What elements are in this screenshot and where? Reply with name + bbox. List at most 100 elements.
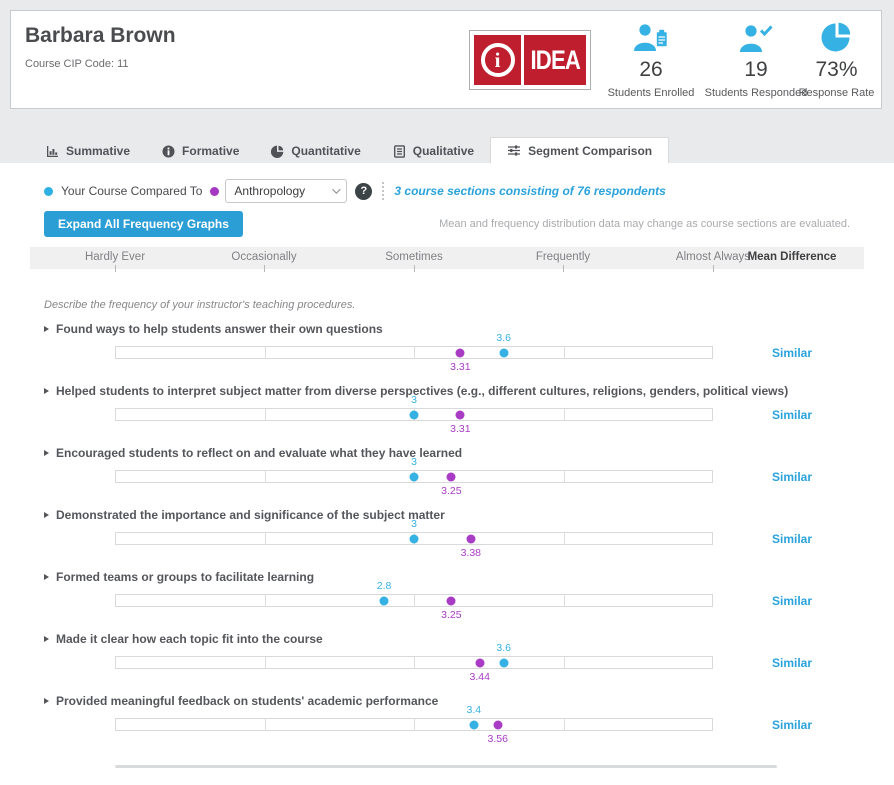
row-title-text: Provided meaningful feedback on students… <box>56 693 439 708</box>
mean-difference-value: Similar <box>771 407 813 422</box>
dot-plot-track-zone: 3.4 3.56 <box>115 704 713 745</box>
help-icon[interactable]: ? <box>355 182 373 200</box>
track-divider <box>563 718 565 731</box>
your-course-dot <box>499 348 509 357</box>
comparison-value: 3.38 <box>460 547 482 559</box>
mean-difference-value: Similar <box>771 655 813 670</box>
idea-logo-letter: i <box>494 47 501 72</box>
track-divider <box>414 346 415 359</box>
your-course-value: 3 <box>411 456 417 468</box>
idea-logo-wordmark: IDEA <box>530 44 580 75</box>
tab-summative[interactable]: Summative <box>30 139 146 163</box>
mean-difference-value: Similar <box>771 593 813 608</box>
response-rate-value: 73% <box>815 58 858 81</box>
question-title[interactable]: Demonstrated the importance and signific… <box>44 507 864 522</box>
tab-label: Segment Comparison <box>528 143 653 158</box>
your-course-value: 2.8 <box>376 580 392 592</box>
tab-segment-comparison[interactable]: Segment Comparison <box>490 137 670 163</box>
comparison-value: 3.31 <box>450 361 471 373</box>
question-row: Provided meaningful feedback on students… <box>30 689 864 751</box>
expand-all-frequency-graphs-button[interactable]: Expand All Frequency Graphs <box>44 211 243 237</box>
row-title-text: Demonstrated the importance and signific… <box>56 507 445 522</box>
horizontal-scrollbar[interactable] <box>115 765 777 768</box>
question-title[interactable]: Encouraged students to reflect on and ev… <box>44 445 864 460</box>
axis-tick <box>713 265 714 272</box>
question-title[interactable]: Made it clear how each topic fit into th… <box>44 631 864 646</box>
comparison-dot <box>446 472 456 481</box>
dot-plot: 3.6 3.44 Similar <box>30 642 864 683</box>
students-enrolled-value: 26 <box>639 58 663 81</box>
track-divider <box>264 532 266 545</box>
header-card: Barbara Brown Course CIP Code: 11 i IDEA <box>10 10 882 109</box>
response-rate-label: Response Rate <box>798 87 875 99</box>
track-divider <box>264 346 266 359</box>
caret-right-icon <box>44 573 49 580</box>
segment-comparison-panel: Your Course Compared To Anthropology ? 3… <box>30 163 864 768</box>
students-responded-label: Students Responded <box>704 87 808 99</box>
caret-right-icon <box>44 387 49 394</box>
caret-right-icon <box>44 635 49 642</box>
students-enrolled-label: Students Enrolled <box>607 87 695 99</box>
row-title-text: Made it clear how each topic fit into th… <box>56 631 323 646</box>
your-course-value: 3.6 <box>496 642 511 654</box>
your-course-value: 3.6 <box>496 332 511 344</box>
track-divider <box>414 718 415 731</box>
your-course-dot <box>409 534 419 543</box>
track-divider <box>563 408 565 421</box>
question-title[interactable]: Formed teams or groups to facilitate lea… <box>44 569 864 584</box>
dot-plot: 2.8 3.25 Similar <box>30 580 864 621</box>
comparison-dot <box>455 348 465 357</box>
track-divider <box>563 346 565 359</box>
track-divider <box>264 718 266 731</box>
idea-logo-mark: i <box>474 35 521 85</box>
question-row: Formed teams or groups to facilitate lea… <box>30 565 864 627</box>
dot-plot-track-zone: 3 3.31 <box>115 394 713 435</box>
tab-formative[interactable]: Formative <box>146 139 255 163</box>
mean-difference-value: Similar <box>771 717 813 732</box>
dot-plot: 3 3.38 Similar <box>30 518 864 559</box>
comparison-value: 3.25 <box>441 485 462 497</box>
question-title[interactable]: Helped students to interpret subject mat… <box>44 383 864 398</box>
axis-label-frequently: Frequently <box>535 251 591 263</box>
students-responded-icon <box>701 21 811 53</box>
tab-quantitative[interactable]: Quantitative <box>255 139 376 163</box>
row-title-text: Found ways to help students answer their… <box>56 321 383 336</box>
question-rows: Found ways to help students answer their… <box>30 317 864 751</box>
question-row: Found ways to help students answer their… <box>30 317 864 379</box>
students-enrolled-icon <box>596 21 706 53</box>
segment-select-value: Anthropology <box>234 184 306 198</box>
your-course-dot <box>379 596 389 605</box>
section-prompt: Describe the frequency of your instructo… <box>44 299 356 311</box>
tab-qualitative[interactable]: Qualitative <box>377 139 490 163</box>
tab-label: Formative <box>182 144 240 158</box>
your-course-dot <box>499 658 509 667</box>
idea-logo-ring: i <box>480 43 515 77</box>
question-row: Helped students to interpret subject mat… <box>30 379 864 441</box>
segment-info-text: 3 course sections consisting of 76 respo… <box>394 184 666 198</box>
question-title[interactable]: Found ways to help students answer their… <box>44 321 864 336</box>
caret-right-icon <box>44 325 49 332</box>
stat-response-rate: 73% Response Rate <box>789 21 884 99</box>
course-cip-code: Course CIP Code: 11 <box>25 58 129 70</box>
track-divider <box>264 594 266 607</box>
instructor-name: Barbara Brown <box>25 24 176 47</box>
your-course-legend-dot <box>44 186 53 196</box>
dot-plot-track-zone: 2.8 3.25 <box>115 580 713 621</box>
comparison-value: 3.44 <box>469 671 490 683</box>
idea-logo-wordmark-box: IDEA <box>524 35 586 85</box>
track-divider <box>264 656 266 669</box>
comparison-value: 3.25 <box>441 609 462 621</box>
chevron-down-icon <box>332 185 342 194</box>
stat-students-enrolled: 26 Students Enrolled <box>596 21 706 99</box>
track-divider <box>563 594 565 607</box>
segment-select-dropdown[interactable]: Anthropology <box>225 179 348 203</box>
track-divider <box>414 656 415 669</box>
question-title[interactable]: Provided meaningful feedback on students… <box>44 693 864 708</box>
dot-plot: 3 3.31 Similar <box>30 394 864 435</box>
tabs-band: Summative Formative Quantitative <box>0 0 894 163</box>
question-row: Encouraged students to reflect on and ev… <box>30 441 864 503</box>
axis-label-sometimes: Sometimes <box>385 251 443 263</box>
response-rate-pie-icon <box>789 21 884 53</box>
tab-label: Summative <box>66 144 131 158</box>
